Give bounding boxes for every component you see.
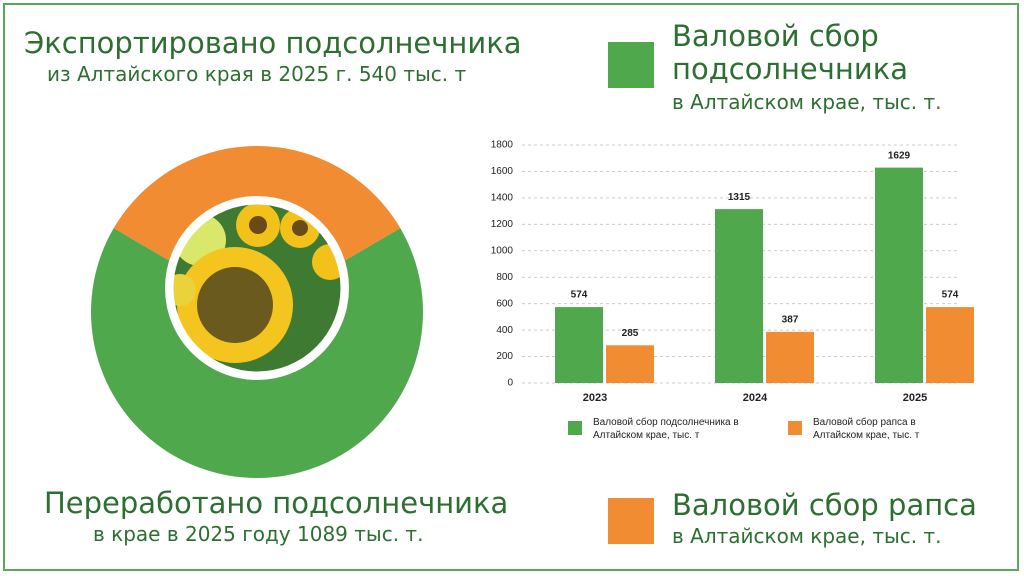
y-tick-label: 800 [496, 272, 513, 283]
value-label: 387 [782, 314, 799, 325]
photo-ring [168, 199, 346, 377]
processed-title: Переработано подсолнечника [44, 486, 509, 520]
export-sub: из Алтайского края в 2025 г. 540 тыс. т [47, 62, 467, 86]
rapeseed-swatch [608, 498, 654, 544]
frame [3, 3, 1019, 571]
value-label: 574 [942, 290, 959, 301]
x-tick-label: 2023 [583, 392, 607, 404]
bar [715, 209, 763, 383]
sunflower-sub: в Алтайском крае, тыс. т. [672, 90, 942, 114]
value-label: 285 [622, 328, 639, 339]
y-tick-label: 1600 [491, 166, 514, 177]
sunflower-photo [171, 202, 343, 374]
y-tick-label: 200 [496, 351, 513, 362]
rapeseed-sub: в Алтайском крае, тыс. т. [672, 524, 942, 548]
bar [875, 167, 923, 383]
y-tick-label: 1000 [491, 245, 514, 256]
bar [555, 307, 603, 383]
legend-swatch [568, 421, 582, 435]
bar [606, 345, 654, 383]
x-tick-label: 2025 [903, 392, 927, 404]
rapeseed-title: Валовой сбор рапса [672, 488, 977, 522]
processed-sub: в крае в 2025 году 1089 тыс. т. [93, 522, 424, 546]
export-title: Экспортировано подсолнечника [24, 26, 522, 60]
legend-swatch [788, 421, 802, 435]
x-tick-label: 2024 [743, 392, 768, 404]
bar-chart: 0 200 400 600 800 1000 1200 1400 1600 1800 2023 574… [491, 140, 974, 404]
bar [766, 331, 814, 383]
sunflower-swatch [608, 42, 654, 88]
value-label: 1315 [728, 192, 751, 203]
y-tick-label: 1800 [491, 140, 514, 151]
legend-label: Валовой сбор подсолнечника в Алтайском к… [593, 417, 739, 441]
y-tick-label: 0 [507, 378, 513, 389]
y-tick-label: 1200 [491, 219, 514, 230]
sunflower-title: Валовой сбор подсолнечника [672, 19, 909, 86]
value-label: 1629 [888, 150, 911, 161]
y-tick-label: 400 [496, 325, 513, 336]
y-tick-label: 1400 [491, 193, 514, 204]
y-tick-label: 600 [496, 298, 513, 309]
value-label: 574 [571, 290, 588, 301]
legend-label: Валовой сбор рапса в Алтайском крае, тыс… [813, 417, 920, 441]
bar [926, 307, 974, 383]
